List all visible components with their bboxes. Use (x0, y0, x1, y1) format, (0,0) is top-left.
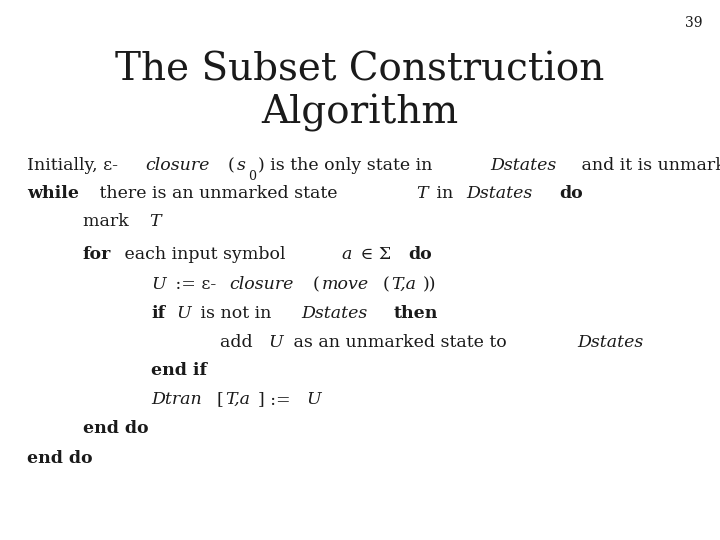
Text: Algorithm: Algorithm (261, 94, 459, 132)
Text: Dstates: Dstates (577, 334, 643, 350)
Text: while: while (27, 185, 79, 201)
Text: Initially, ε-: Initially, ε- (27, 157, 118, 174)
Text: T: T (415, 185, 428, 201)
Text: closure: closure (230, 276, 294, 293)
Text: ∈ Σ: ∈ Σ (355, 246, 397, 263)
Text: U: U (176, 305, 191, 321)
Text: as an unmarked state to: as an unmarked state to (288, 334, 512, 350)
Text: is not in: is not in (195, 305, 277, 321)
Text: (: ( (312, 276, 320, 293)
Text: The Subset Construction: The Subset Construction (115, 52, 605, 89)
Text: add: add (220, 334, 258, 350)
Text: in: in (431, 185, 459, 201)
Text: (: ( (228, 157, 235, 174)
Text: )): )) (423, 276, 437, 293)
Text: end if: end if (151, 362, 207, 379)
Text: Dstates: Dstates (467, 185, 533, 201)
Text: [: [ (217, 391, 223, 408)
Text: (: ( (382, 276, 389, 293)
Text: 39: 39 (685, 16, 702, 30)
Text: do: do (408, 246, 432, 263)
Text: each input symbol: each input symbol (120, 246, 292, 263)
Text: move: move (322, 276, 369, 293)
Text: U: U (307, 391, 321, 408)
Text: there is an unmarked state: there is an unmarked state (94, 185, 343, 201)
Text: T: T (149, 213, 161, 230)
Text: := ε-: := ε- (170, 276, 216, 293)
Text: U: U (151, 276, 166, 293)
Text: Dtran: Dtran (151, 391, 202, 408)
Text: 0: 0 (248, 170, 256, 183)
Text: do: do (559, 185, 583, 201)
Text: end do: end do (83, 420, 148, 437)
Text: a: a (341, 246, 352, 263)
Text: s: s (237, 157, 246, 174)
Text: for: for (83, 246, 111, 263)
Text: end do: end do (27, 450, 93, 467)
Text: T,a: T,a (391, 276, 416, 293)
Text: and it is unmarked: and it is unmarked (576, 157, 720, 174)
Text: ] :=: ] := (258, 391, 296, 408)
Text: T,a: T,a (225, 391, 251, 408)
Text: Dstates: Dstates (490, 157, 557, 174)
Text: mark: mark (83, 213, 134, 230)
Text: ) is the only state in: ) is the only state in (258, 157, 438, 174)
Text: U: U (269, 334, 284, 350)
Text: if: if (151, 305, 166, 321)
Text: closure: closure (145, 157, 209, 174)
Text: then: then (394, 305, 438, 321)
Text: Dstates: Dstates (301, 305, 367, 321)
